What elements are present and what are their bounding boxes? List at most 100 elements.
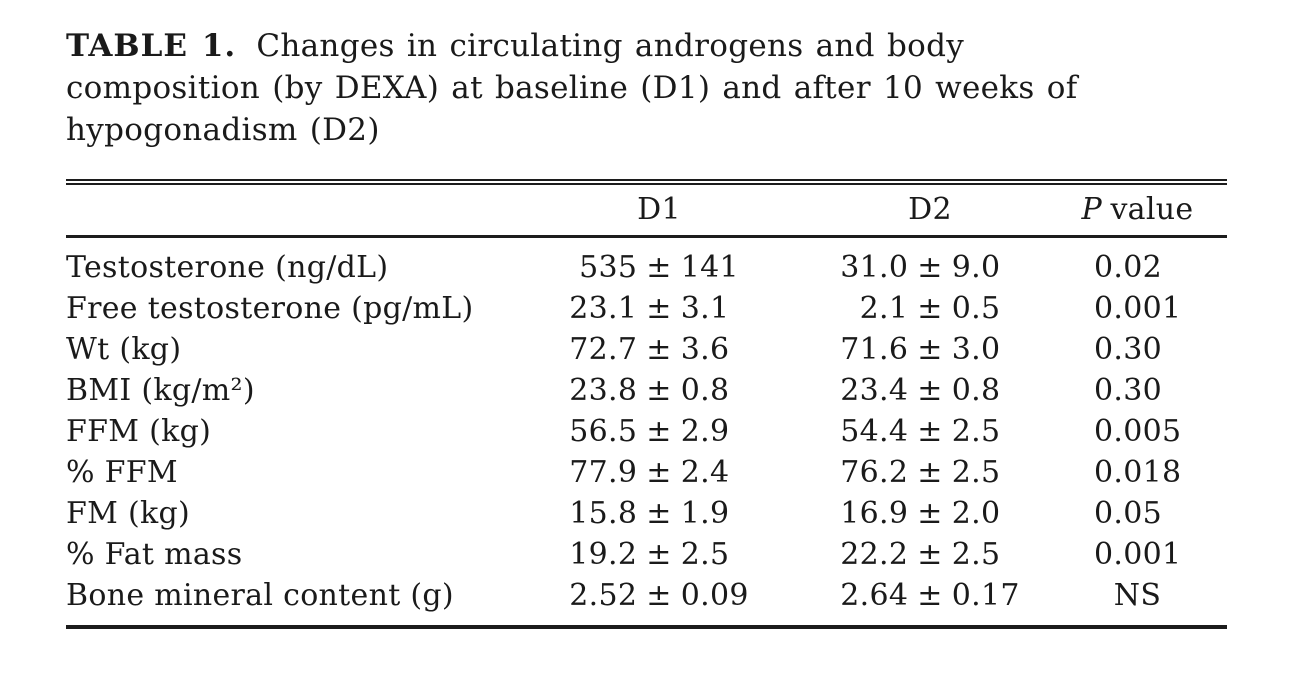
- table-number: TABLE 1.: [66, 28, 237, 64]
- row-label: FFM (kg): [66, 414, 212, 449]
- d2-mean: 16.9: [840, 496, 909, 531]
- row-label: FM (kg): [66, 496, 190, 531]
- header-cell-d1: D1: [637, 192, 681, 227]
- d2-sd: 3.0: [951, 332, 1001, 367]
- d1-sd: 1.9: [680, 496, 730, 531]
- table-row: Wt (kg) 72.7 ±3.6 71.6 ±3.0 0.30: [66, 329, 1227, 370]
- d2-mean: 54.4: [840, 414, 909, 449]
- d1-value-cell: 15.8 ±1.9: [506, 493, 812, 534]
- plus-minus-sign: ±: [646, 496, 672, 531]
- d1-value-cell: 23.1 ±3.1: [506, 288, 812, 329]
- table-body: Testosterone (ng/dL) 535 ±141 31.0 ±9.0 0.…: [66, 238, 1227, 625]
- plus-minus-sign: ±: [646, 578, 672, 613]
- plus-minus-sign: ±: [646, 414, 672, 449]
- d2-sd: 0.17: [951, 578, 1020, 613]
- row-label: BMI (kg/m²): [66, 373, 255, 408]
- table-row: Bone mineral content (g) 2.52 ±0.09 2.64 ±…: [66, 575, 1227, 616]
- d1-value-cell: 2.52 ±0.09: [506, 575, 812, 616]
- plus-minus-sign: ±: [646, 455, 672, 490]
- p-value: NS: [1113, 578, 1162, 613]
- d2-sd: 2.5: [951, 414, 1001, 449]
- table-row: % FFM 77.9 ±2.4 76.2 ±2.5 0.018: [66, 452, 1227, 493]
- d2-value-cell: 76.2 ±2.5: [812, 452, 1048, 493]
- row-label: Bone mineral content (g): [66, 578, 454, 613]
- d1-value-cell: 19.2 ±2.5: [506, 534, 812, 575]
- d2-value-cell: 2.64 ±0.17: [812, 575, 1048, 616]
- row-label: % FFM: [66, 455, 178, 490]
- plus-minus-sign: ±: [917, 455, 943, 490]
- plus-minus-sign: ±: [646, 250, 672, 285]
- d2-sd: 9.0: [951, 250, 1001, 285]
- d2-sd: 2.5: [951, 537, 1001, 572]
- table-row: BMI (kg/m²) 23.8 ±0.8 23.4 ±0.8 0.30: [66, 370, 1227, 411]
- p-value: 0.001: [1094, 291, 1182, 326]
- p-value-cell: 0.005: [1048, 411, 1227, 452]
- p-value-cell: NS: [1048, 575, 1227, 616]
- plus-minus-sign: ±: [917, 373, 943, 408]
- p-value-cell: 0.001: [1048, 534, 1227, 575]
- d1-value-cell: 56.5 ±2.9: [506, 411, 812, 452]
- plus-minus-sign: ±: [917, 578, 943, 613]
- table-row: Testosterone (ng/dL) 535 ±141 31.0 ±9.0 0.…: [66, 247, 1227, 288]
- p-value-italic-p: P: [1081, 192, 1103, 227]
- p-value: 0.05: [1094, 496, 1162, 531]
- d2-value-cell: 54.4 ±2.5: [812, 411, 1048, 452]
- table-row: % Fat mass 19.2 ±2.5 22.2 ±2.5 0.001: [66, 534, 1227, 575]
- d1-sd: 2.9: [680, 414, 730, 449]
- plus-minus-sign: ±: [917, 332, 943, 367]
- d2-mean: 31.0: [840, 250, 909, 285]
- d2-value-cell: 23.4 ±0.8: [812, 370, 1048, 411]
- d2-mean: 2.1: [859, 291, 909, 326]
- p-value-cell: 0.02: [1048, 247, 1227, 288]
- p-value: 0.001: [1094, 537, 1182, 572]
- d1-mean: 23.1: [569, 291, 638, 326]
- document-page: TABLE 1. Changes in circulating androgens…: [66, 25, 1300, 629]
- d1-sd: 0.8: [680, 373, 730, 408]
- d1-mean: 535: [579, 250, 638, 285]
- row-label: Testosterone (ng/dL): [66, 250, 389, 285]
- caption-text-1: Changes in circulating androgens and bod…: [256, 28, 965, 64]
- d1-mean: 19.2: [569, 537, 638, 572]
- caption-line-1: TABLE 1. Changes in circulating androgens…: [66, 25, 1300, 67]
- d1-value-cell: 77.9 ±2.4: [506, 452, 812, 493]
- p-value: 0.018: [1094, 455, 1182, 490]
- p-value-cell: 0.30: [1048, 329, 1227, 370]
- d1-sd: 0.09: [680, 578, 749, 613]
- p-value: 0.005: [1094, 414, 1182, 449]
- d1-value-cell: 72.7 ±3.6: [506, 329, 812, 370]
- p-value: 0.30: [1094, 332, 1162, 367]
- table-row: Free testosterone (pg/mL) 23.1 ±3.1 2.1 ±0…: [66, 288, 1227, 329]
- caption-line-3: hypogonadism (D2): [66, 112, 380, 148]
- p-value-rest: value: [1110, 192, 1194, 227]
- d2-mean: 23.4: [840, 373, 909, 408]
- p-value-cell: 0.001: [1048, 288, 1227, 329]
- d2-mean: 76.2: [840, 455, 909, 490]
- plus-minus-sign: ±: [917, 414, 943, 449]
- table-top-rule: [66, 179, 1227, 185]
- p-value: 0.02: [1094, 250, 1162, 285]
- p-value-cell: 0.30: [1048, 370, 1227, 411]
- row-label: % Fat mass: [66, 537, 243, 572]
- table-caption: TABLE 1. Changes in circulating androgens…: [66, 25, 1300, 151]
- d2-value-cell: 31.0 ±9.0: [812, 247, 1048, 288]
- d1-mean: 72.7: [569, 332, 638, 367]
- row-label: Free testosterone (pg/mL): [66, 291, 474, 326]
- d2-value-cell: 2.1 ±0.5: [812, 288, 1048, 329]
- d1-sd: 3.6: [680, 332, 730, 367]
- d2-mean: 2.64: [840, 578, 909, 613]
- d2-value-cell: 22.2 ±2.5: [812, 534, 1048, 575]
- plus-minus-sign: ±: [917, 537, 943, 572]
- plus-minus-sign: ±: [917, 496, 943, 531]
- plus-minus-sign: ±: [646, 332, 672, 367]
- d1-mean: 23.8: [569, 373, 638, 408]
- d2-sd: 2.0: [951, 496, 1001, 531]
- d2-mean: 71.6: [840, 332, 909, 367]
- plus-minus-sign: ±: [646, 291, 672, 326]
- plus-minus-sign: ±: [917, 291, 943, 326]
- table-bottom-rule: [66, 625, 1227, 629]
- d1-sd: 2.5: [680, 537, 730, 572]
- caption-line-2: composition (by DEXA) at baseline (D1) a…: [66, 70, 1078, 106]
- d1-value-cell: 23.8 ±0.8: [506, 370, 812, 411]
